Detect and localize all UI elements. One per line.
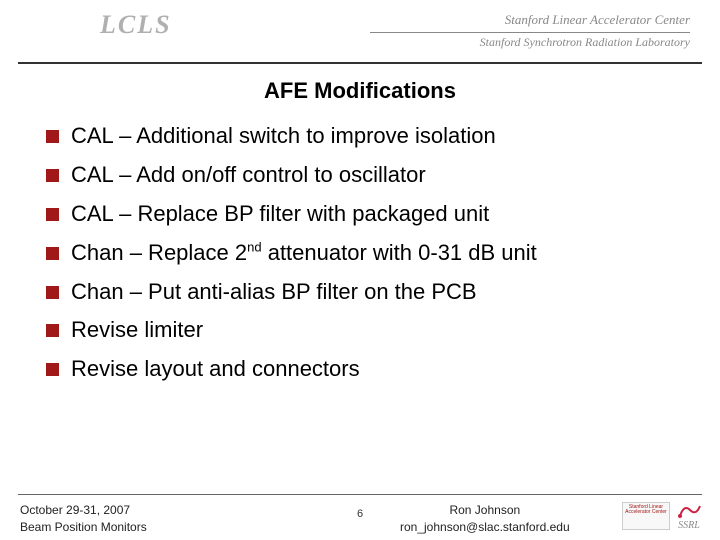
list-item-text: Chan – Put anti-alias BP filter on the P… [71,276,477,308]
list-item-text: CAL – Additional switch to improve isola… [71,120,496,152]
list-item-text: Revise layout and connectors [71,353,360,385]
bullet-icon [46,324,59,337]
lcls-logo: LCLS [100,10,172,40]
footer-subtitle: Beam Position Monitors [20,519,147,536]
slide-footer: October 29-31, 2007 Beam Position Monito… [0,490,720,540]
list-item-text: CAL – Replace BP filter with packaged un… [71,198,489,230]
list-item: CAL – Replace BP filter with packaged un… [46,198,700,230]
list-item: Revise limiter [46,314,700,346]
footer-logos: Stanford Linear Accelerator Center SSRL [622,500,702,531]
list-item: Chan – Put anti-alias BP filter on the P… [46,276,700,308]
bullet-icon [46,363,59,376]
bullet-icon [46,247,59,260]
ssrl-label: SSRL [678,520,700,531]
bullet-list: CAL – Additional switch to improve isola… [46,120,700,392]
list-item: CAL – Additional switch to improve isola… [46,120,700,152]
list-item-text: Chan – Replace 2nd attenuator with 0-31 … [71,237,537,269]
header-org-block: Stanford Linear Accelerator Center Stanf… [370,12,690,50]
list-item-text: CAL – Add on/off control to oscillator [71,159,426,191]
list-item: CAL – Add on/off control to oscillator [46,159,700,191]
footer-author-block: Ron Johnson ron_johnson@slac.stanford.ed… [400,502,570,536]
org-name-primary: Stanford Linear Accelerator Center [370,12,690,28]
bullet-icon [46,208,59,221]
list-item: Chan – Replace 2nd attenuator with 0-31 … [46,237,700,269]
footer-horizontal-rule [18,494,702,495]
footer-email: ron_johnson@slac.stanford.edu [400,519,570,536]
top-horizontal-rule [18,62,702,64]
page-number: 6 [357,508,363,520]
slac-logo-icon: Stanford Linear Accelerator Center [622,502,670,530]
bullet-icon [46,286,59,299]
org-name-secondary: Stanford Synchrotron Radiation Laborator… [370,35,690,50]
bullet-icon [46,130,59,143]
footer-date: October 29-31, 2007 [20,502,147,519]
bullet-icon [46,169,59,182]
slide-title: AFE Modifications [0,78,720,104]
list-item-text: Revise limiter [71,314,203,346]
slide-header: LCLS Stanford Linear Accelerator Center … [0,0,720,62]
header-divider [370,32,690,33]
footer-left-block: October 29-31, 2007 Beam Position Monito… [20,502,147,536]
footer-author: Ron Johnson [400,502,570,519]
ssrl-logo-icon [676,500,702,520]
list-item: Revise layout and connectors [46,353,700,385]
ssrl-logo-block: SSRL [676,500,702,531]
